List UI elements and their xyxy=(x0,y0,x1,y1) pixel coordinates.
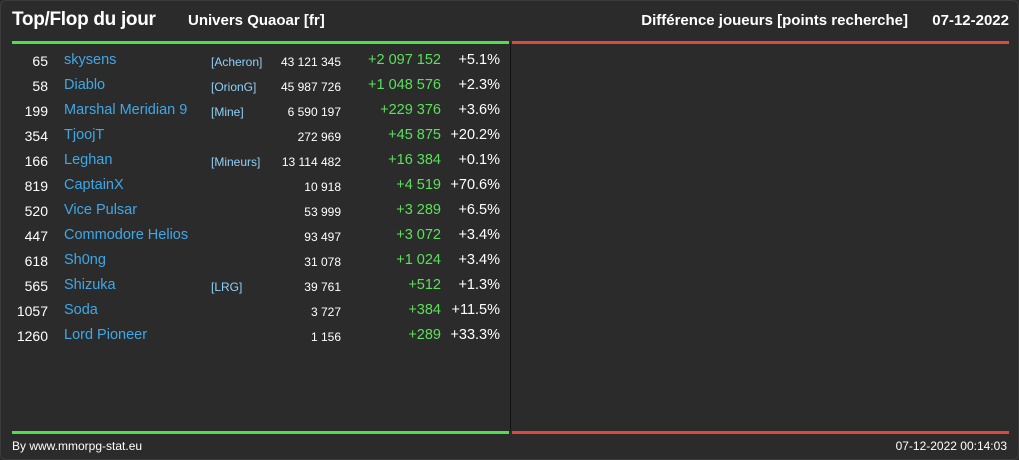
footer-credit: By www.mmorpg-stat.eu xyxy=(12,439,143,453)
points-difference: +45 875 xyxy=(388,127,441,143)
header-date: 07-12-2022 xyxy=(932,12,1009,29)
table-row: 565 Shizuka [LRG] 39 761 +512 +1.3% xyxy=(1,274,510,299)
metric-label: Différence joueurs [points recherche] xyxy=(641,12,908,29)
player-points: 6 590 197 xyxy=(287,105,341,119)
points-difference: +289 xyxy=(408,327,441,343)
table-row: 819 CaptainX 10 918 +4 519 +70.6% xyxy=(1,174,510,199)
player-points: 13 114 482 xyxy=(281,155,341,169)
alliance-link[interactable]: [LRG] xyxy=(211,280,243,294)
player-rank: 447 xyxy=(24,228,48,244)
percent-difference: +0.1% xyxy=(458,152,500,168)
player-link[interactable]: Commodore Helios xyxy=(64,227,189,243)
player-link[interactable]: Shizuka xyxy=(64,277,116,293)
percent-difference: +3.6% xyxy=(458,102,500,118)
top-list: 65 skysens [Acheron] 43 121 345 +2 097 152 +5… xyxy=(1,49,510,349)
alliance-link[interactable]: [Acheron] xyxy=(211,55,263,69)
percent-difference: +20.2% xyxy=(450,127,500,143)
player-link[interactable]: Diablo xyxy=(64,77,106,93)
table-row: 58 Diablo [OrionG] 45 987 726 +1 048 576 +2.3… xyxy=(1,74,510,99)
page-title: Top/Flop du jour xyxy=(12,9,156,30)
points-difference: +3 072 xyxy=(396,227,441,243)
points-difference: +4 519 xyxy=(396,177,441,193)
universe-name: Univers Quaoar [fr] xyxy=(188,12,325,29)
table-row: 447 Commodore Helios 93 497 +3 072 +3.4% xyxy=(1,224,510,249)
table-row: 65 skysens [Acheron] 43 121 345 +2 097 152 +5… xyxy=(1,49,510,74)
points-difference: +229 376 xyxy=(380,102,441,118)
percent-difference: +3.4% xyxy=(458,227,500,243)
player-rank: 1260 xyxy=(16,328,48,344)
player-link[interactable]: Lord Pioneer xyxy=(64,327,148,343)
player-points: 31 078 xyxy=(304,255,341,269)
points-difference: +1 024 xyxy=(396,252,441,268)
player-rank: 65 xyxy=(32,53,48,69)
player-rank: 1057 xyxy=(16,303,48,319)
percent-difference: +5.1% xyxy=(458,52,500,68)
percent-difference: +1.3% xyxy=(458,277,500,293)
top-list-top-line xyxy=(12,41,509,44)
header: Top/Flop du jour Univers Quaoar [fr] Dif… xyxy=(1,1,1019,41)
player-points: 39 761 xyxy=(304,280,341,294)
player-rank: 354 xyxy=(24,128,48,144)
player-link[interactable]: Vice Pulsar xyxy=(64,202,138,218)
percent-difference: +6.5% xyxy=(458,202,500,218)
alliance-link[interactable]: [Mineurs] xyxy=(211,155,261,169)
table-row: 166 Leghan [Mineurs] 13 114 482 +16 384 +0.1% xyxy=(1,149,510,174)
points-difference: +3 289 xyxy=(396,202,441,218)
points-difference: +2 097 152 xyxy=(368,52,441,68)
player-rank: 618 xyxy=(24,253,48,269)
table-row: 1057 Soda 3 727 +384 +11.5% xyxy=(1,299,510,324)
player-link[interactable]: Marshal Meridian 9 xyxy=(64,102,188,118)
flop-list-bottom-line xyxy=(512,431,1009,434)
player-rank: 565 xyxy=(24,278,48,294)
percent-difference: +2.3% xyxy=(458,77,500,93)
points-difference: +512 xyxy=(408,277,441,293)
points-difference: +384 xyxy=(408,302,441,318)
player-points: 10 918 xyxy=(304,180,341,194)
table-row: 520 Vice Pulsar 53 999 +3 289 +6.5% xyxy=(1,199,510,224)
player-points: 53 999 xyxy=(304,205,341,219)
alliance-link[interactable]: [OrionG] xyxy=(211,80,257,94)
table-row: 1260 Lord Pioneer 1 156 +289 +33.3% xyxy=(1,324,510,349)
player-points: 45 987 726 xyxy=(280,80,341,94)
percent-difference: +33.3% xyxy=(450,327,500,343)
percent-difference: +11.5% xyxy=(451,302,500,318)
player-points: 272 969 xyxy=(297,130,341,144)
player-rank: 520 xyxy=(24,203,48,219)
alliance-link[interactable]: [Mine] xyxy=(211,105,244,119)
player-link[interactable]: Sh0ng xyxy=(64,252,106,268)
flop-list-top-line xyxy=(512,41,1009,44)
player-link[interactable]: skysens xyxy=(64,52,117,68)
player-points: 1 156 xyxy=(310,330,341,344)
player-link[interactable]: TjoojT xyxy=(64,127,105,143)
footer-timestamp: 07-12-2022 00:14:03 xyxy=(895,439,1007,453)
player-rank: 166 xyxy=(24,153,48,169)
column-divider xyxy=(510,44,511,431)
player-rank: 199 xyxy=(24,103,48,119)
player-link[interactable]: CaptainX xyxy=(64,177,124,193)
player-points: 93 497 xyxy=(304,230,341,244)
player-points: 3 727 xyxy=(310,305,341,319)
player-link[interactable]: Leghan xyxy=(64,152,113,168)
percent-difference: +70.6% xyxy=(450,177,500,193)
table-row: 618 Sh0ng 31 078 +1 024 +3.4% xyxy=(1,249,510,274)
table-row: 199 Marshal Meridian 9 [Mine] 6 590 197 +229… xyxy=(1,99,510,124)
player-link[interactable]: Soda xyxy=(64,302,98,318)
top-list-bottom-line xyxy=(12,431,509,434)
player-rank: 819 xyxy=(24,178,48,194)
player-rank: 58 xyxy=(32,78,48,94)
points-difference: +1 048 576 xyxy=(368,77,441,93)
points-difference: +16 384 xyxy=(388,152,441,168)
table-row: 354 TjoojT 272 969 +45 875 +20.2% xyxy=(1,124,510,149)
player-points: 43 121 345 xyxy=(280,55,341,69)
percent-difference: +3.4% xyxy=(458,252,500,268)
